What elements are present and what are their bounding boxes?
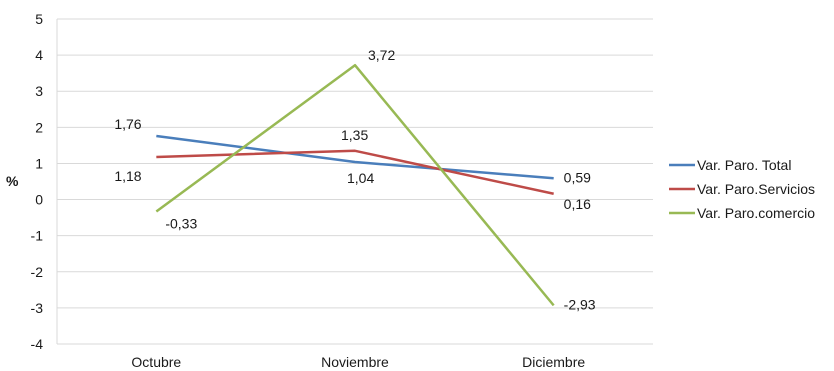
data-label: 1,35 bbox=[341, 127, 368, 143]
series-line bbox=[156, 134, 554, 180]
y-tick-label: -3 bbox=[31, 300, 44, 316]
y-tick-label: 5 bbox=[35, 11, 43, 27]
legend: Var. Paro. Total Var. Paro.Servicios Var. … bbox=[669, 157, 815, 221]
data-label: 1,76 bbox=[114, 116, 141, 132]
data-label: 3,72 bbox=[368, 47, 395, 63]
y-axis-title: % bbox=[6, 173, 19, 189]
data-label: 1,04 bbox=[347, 170, 374, 186]
y-tick-label: -4 bbox=[31, 336, 44, 352]
series-lines bbox=[155, 63, 555, 307]
y-tick-label: 2 bbox=[35, 119, 43, 135]
y-tick-label: -2 bbox=[31, 264, 44, 280]
x-tick-label: Noviembre bbox=[321, 354, 389, 370]
grid-lines bbox=[57, 18, 653, 345]
y-tick-label: -1 bbox=[31, 228, 44, 244]
y-tick-label: 0 bbox=[35, 192, 43, 208]
y-tick-label: 4 bbox=[35, 47, 43, 63]
series-line bbox=[156, 149, 554, 195]
y-tick-label: 3 bbox=[35, 83, 43, 99]
data-label: -2,93 bbox=[564, 296, 596, 312]
series-line bbox=[155, 63, 555, 307]
data-label: 0,59 bbox=[564, 169, 591, 185]
data-label: 1,18 bbox=[114, 168, 141, 184]
x-tick-label: Octubre bbox=[131, 354, 181, 370]
axes: 5 4 3 2 1 0 -1 -2 -3 -4 Octubre Noviembre Diciembre bbox=[31, 11, 586, 370]
y-tick-label: 1 bbox=[35, 155, 43, 171]
legend-label: Var. Paro. Total bbox=[697, 157, 791, 173]
x-tick-label: Diciembre bbox=[522, 354, 585, 370]
legend-label: Var. Paro.Servicios bbox=[697, 181, 815, 197]
data-label: 0,16 bbox=[564, 196, 591, 212]
data-label: -0,33 bbox=[165, 215, 197, 231]
legend-label: Var. Paro.comercio bbox=[697, 205, 815, 221]
data-labels: 1,76 1,04 0,59 1,18 1,35 0,16 -0,33 3,72 -2,93 bbox=[114, 47, 595, 312]
